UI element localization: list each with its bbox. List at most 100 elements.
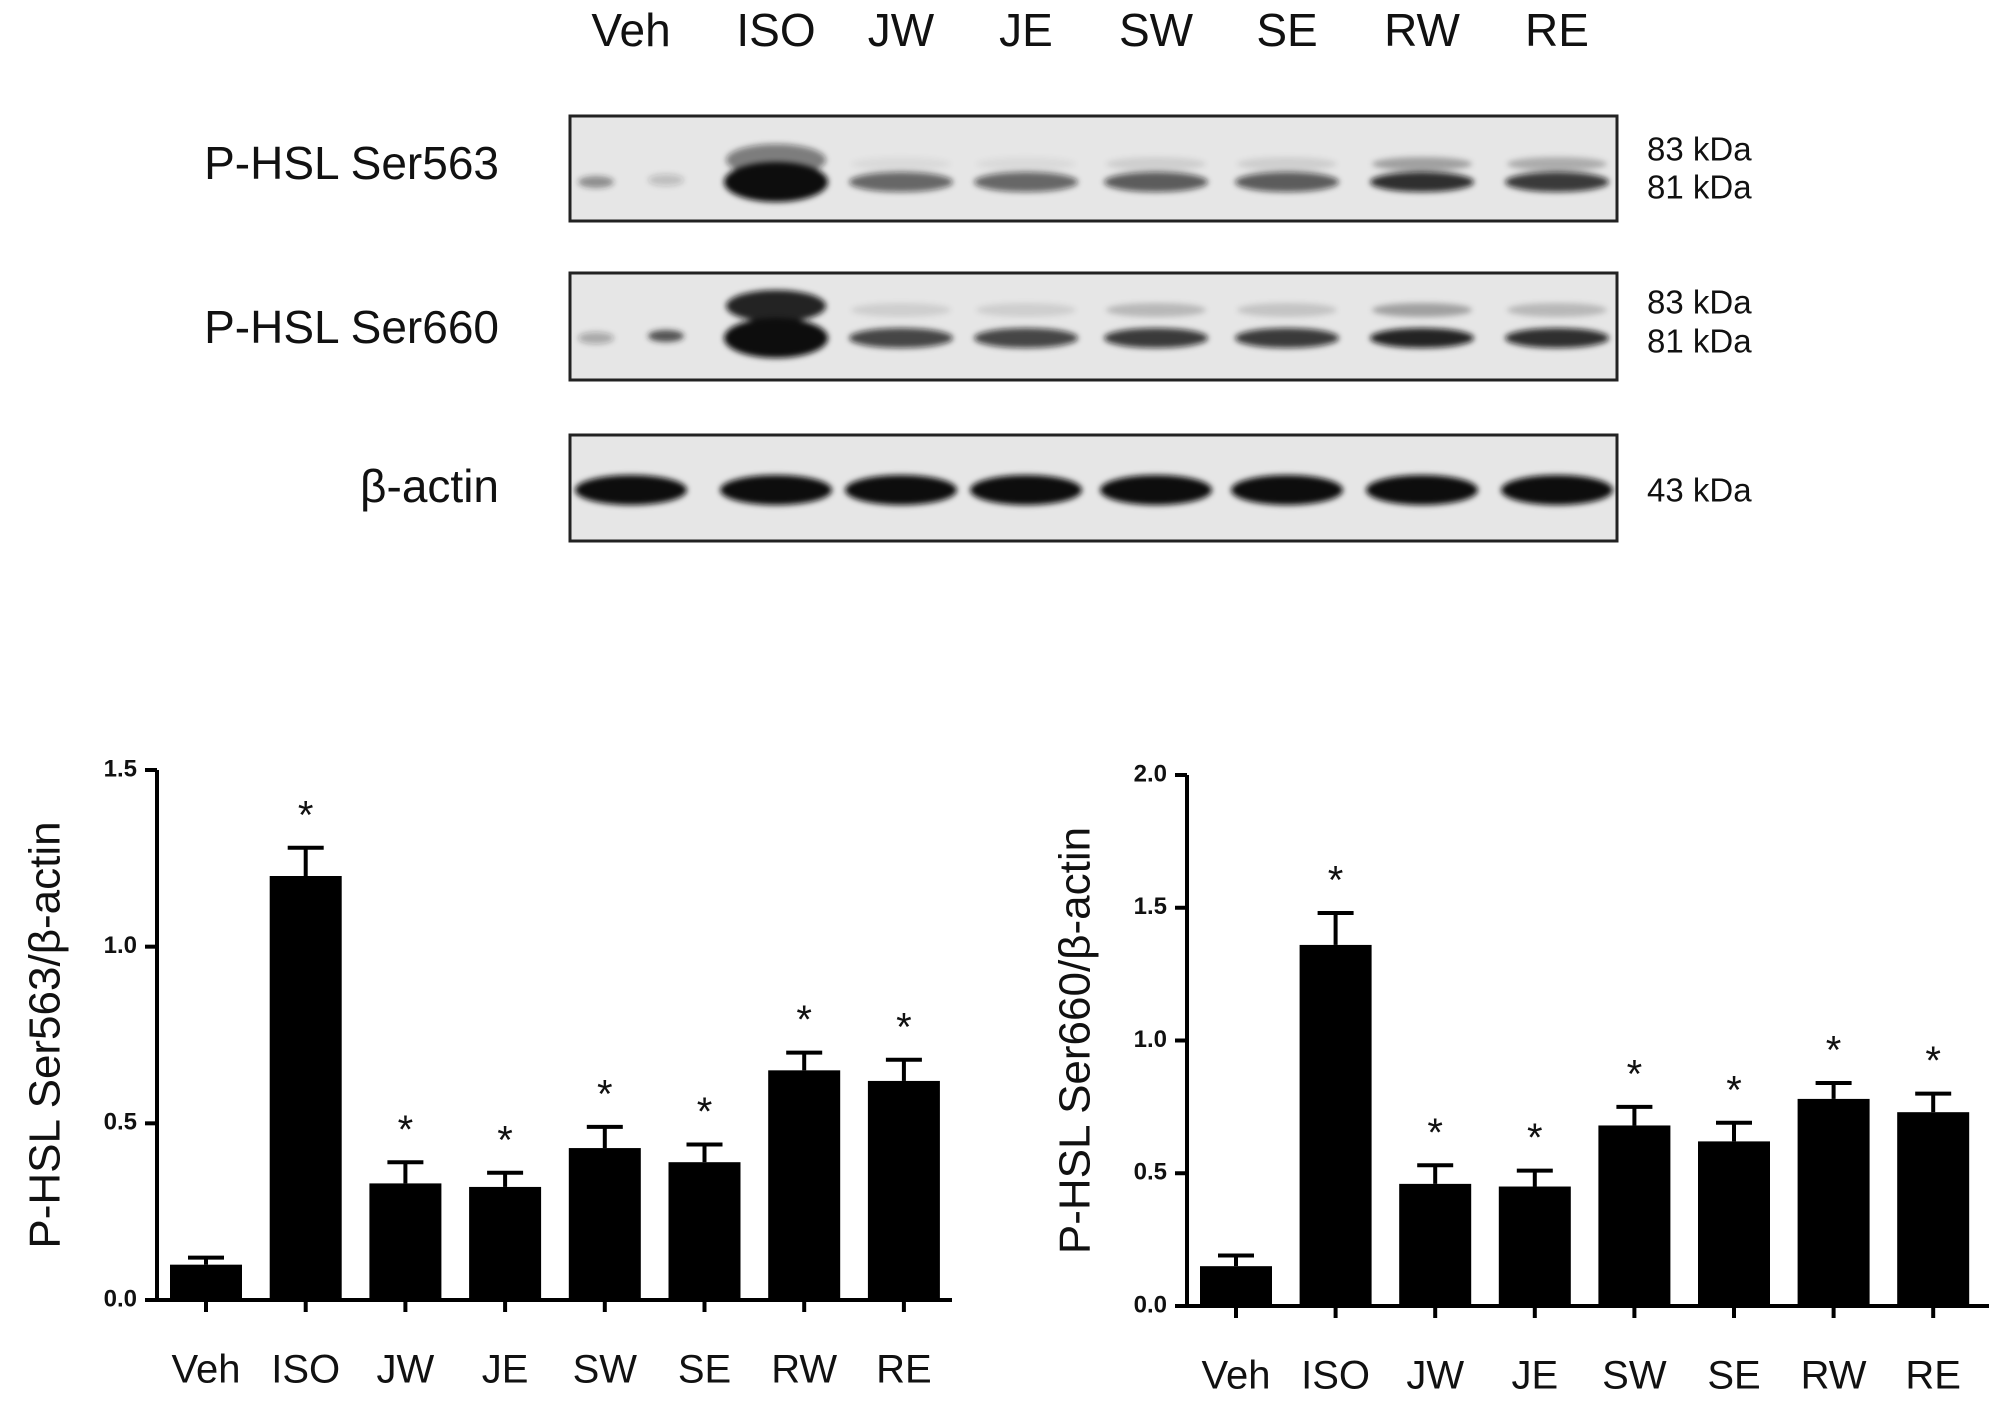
significance-label: * [597,1072,613,1116]
band [1372,157,1472,171]
bar [867,1080,940,1300]
y-tick-label: 1.5 [104,755,137,782]
x-tick-label: RE [1905,1354,1961,1398]
blot-bands [575,475,1613,505]
x-tick-label: SW [573,1348,638,1392]
y-tick-label: 1.5 [1134,893,1167,920]
bar [1797,1098,1870,1306]
x-tick-label: Veh [172,1348,241,1392]
significance-label: * [1427,1111,1443,1155]
band [1501,475,1613,505]
band [851,157,951,171]
y-tick-label: 2.0 [1134,760,1167,787]
x-tick-label: JE [1511,1354,1558,1398]
x-tick-label: SE [1707,1354,1760,1398]
blot-panel [568,271,1619,382]
bar [768,1070,841,1300]
x-tick-label: JE [482,1348,529,1392]
band [1507,303,1607,317]
significance-label: * [398,1108,414,1152]
band [1237,303,1337,317]
bar [1498,1186,1571,1306]
band [578,176,614,188]
y-axis-title: P-HSL Ser563/β-actin [21,821,70,1248]
x-tick-label: Veh [1202,1354,1271,1398]
band [724,162,828,202]
significance-label: * [1925,1039,1941,1083]
band [1106,303,1206,317]
x-tick-label: JW [1406,1354,1464,1398]
band [1370,328,1474,348]
row-label: β-actin [360,460,499,512]
y-tick-label: 1.0 [1134,1026,1167,1053]
row-label: P-HSL Ser660 [204,301,499,353]
band [849,172,953,192]
band [1372,303,1472,317]
band [648,330,684,342]
band [976,157,1076,171]
x-tick-label: RE [876,1348,932,1392]
band [724,318,828,358]
band [1507,157,1607,171]
x-tick-label: RW [1801,1354,1867,1398]
y-tick-label: 1.0 [104,932,137,959]
x-tick-label: SE [678,1348,731,1392]
band [976,303,1076,317]
band [845,475,957,505]
row-label: P-HSL Ser563 [204,137,499,189]
band [1100,475,1212,505]
significance-label: * [1527,1116,1543,1160]
band [648,174,684,186]
band [726,290,826,322]
lane-label: RW [1384,4,1460,56]
bar [568,1148,641,1300]
significance-label: * [796,998,812,1042]
significance-label: * [697,1090,713,1134]
band [1235,328,1339,348]
bar [1897,1112,1970,1306]
significance-label: * [1726,1068,1742,1112]
band [720,475,832,505]
band [1505,328,1609,348]
bar [1698,1141,1770,1306]
bar [1598,1125,1671,1306]
band [1505,172,1609,192]
x-tick-label: ISO [1301,1354,1370,1398]
blot-bands [578,144,1609,202]
band [1231,475,1343,505]
marker-label: 83 kDa [1647,284,1752,321]
lane-label: ISO [736,4,815,56]
bar [668,1162,741,1300]
bar [1299,944,1372,1306]
significance-label: * [896,1005,912,1049]
band [575,475,687,505]
band [1104,328,1208,348]
band [974,328,1078,348]
x-tick-label: JW [377,1348,435,1392]
x-tick-label: SW [1602,1354,1667,1398]
lane-label: RE [1525,4,1589,56]
band [1237,157,1337,171]
marker-label: 83 kDa [1647,131,1752,168]
bar [1200,1266,1272,1306]
band [1104,172,1208,192]
band [851,303,951,317]
marker-label: 81 kDa [1647,169,1752,206]
band [1370,172,1474,192]
band [849,328,953,348]
bar [269,876,342,1300]
band [1366,475,1478,505]
x-tick-label: RW [771,1348,837,1392]
bar [369,1183,442,1300]
marker-label: 43 kDa [1647,472,1752,509]
y-axis-title: P-HSL Ser660/β-actin [1051,827,1100,1254]
band [578,332,614,344]
bar [1399,1183,1472,1306]
marker-label: 81 kDa [1647,323,1752,360]
blot-bands [578,290,1609,358]
band [970,475,1082,505]
y-tick-label: 0.5 [104,1109,137,1136]
significance-label: * [1627,1052,1643,1096]
